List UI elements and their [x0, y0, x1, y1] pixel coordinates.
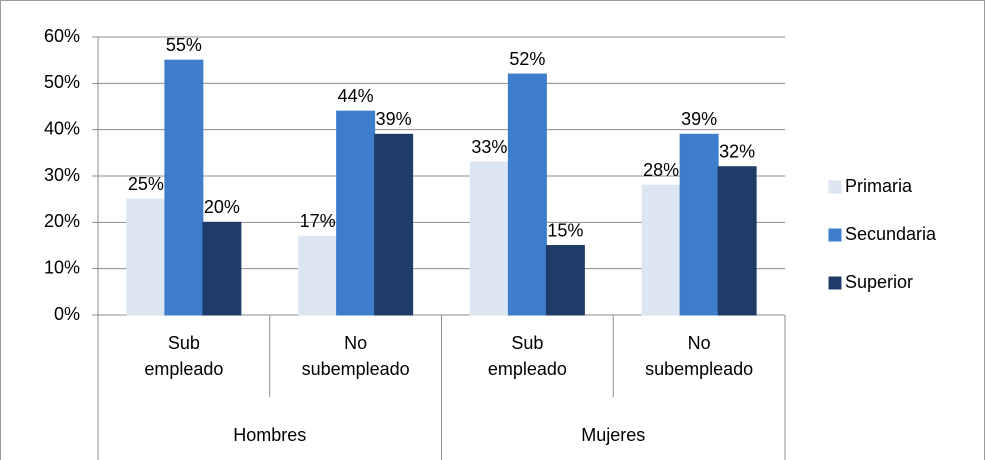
- data-label: 52%: [509, 49, 545, 69]
- data-label: 33%: [471, 137, 507, 157]
- legend-label: Superior: [845, 272, 913, 292]
- bar: [469, 161, 509, 316]
- y-tick-label: 40%: [44, 118, 80, 138]
- bar: [374, 133, 414, 316]
- x-tick-label: No subempleado: [301, 333, 410, 379]
- group-label: Mujeres: [581, 425, 645, 445]
- bar: [336, 110, 376, 316]
- bar: [298, 235, 338, 316]
- data-label: 32%: [719, 141, 755, 161]
- y-tick-label: 60%: [44, 26, 80, 46]
- bar: [679, 133, 719, 316]
- legend-swatch: [828, 180, 842, 194]
- y-tick-label: 20%: [44, 211, 80, 231]
- bar: [545, 245, 585, 316]
- data-label: 25%: [128, 174, 164, 194]
- bar: [164, 59, 204, 316]
- y-tick-label: 10%: [44, 257, 80, 277]
- bar: [126, 198, 166, 316]
- bar: [717, 166, 757, 316]
- data-label: 44%: [338, 86, 374, 106]
- legend-swatch: [828, 228, 842, 242]
- data-label: 15%: [547, 220, 583, 240]
- x-tick-label: No subempleado: [645, 333, 754, 379]
- data-label: 17%: [300, 211, 336, 231]
- x-tick-label: Sub empleado: [487, 333, 567, 379]
- group-label: Hombres: [233, 425, 306, 445]
- data-label: 39%: [376, 109, 412, 129]
- data-label: 55%: [166, 35, 202, 55]
- data-label: 39%: [681, 109, 717, 129]
- bar: [202, 221, 242, 316]
- legend-label: Primaria: [845, 176, 913, 196]
- data-label: 28%: [643, 160, 679, 180]
- x-tick-label: Sub empleado: [144, 333, 224, 379]
- legend-label: Secundaria: [845, 224, 937, 244]
- bar: [641, 184, 681, 316]
- bar: [507, 73, 547, 316]
- y-tick-label: 30%: [44, 165, 80, 185]
- y-tick-label: 50%: [44, 72, 80, 92]
- y-tick-label: 0%: [54, 304, 80, 324]
- data-label: 20%: [204, 197, 240, 217]
- legend-swatch: [828, 276, 842, 290]
